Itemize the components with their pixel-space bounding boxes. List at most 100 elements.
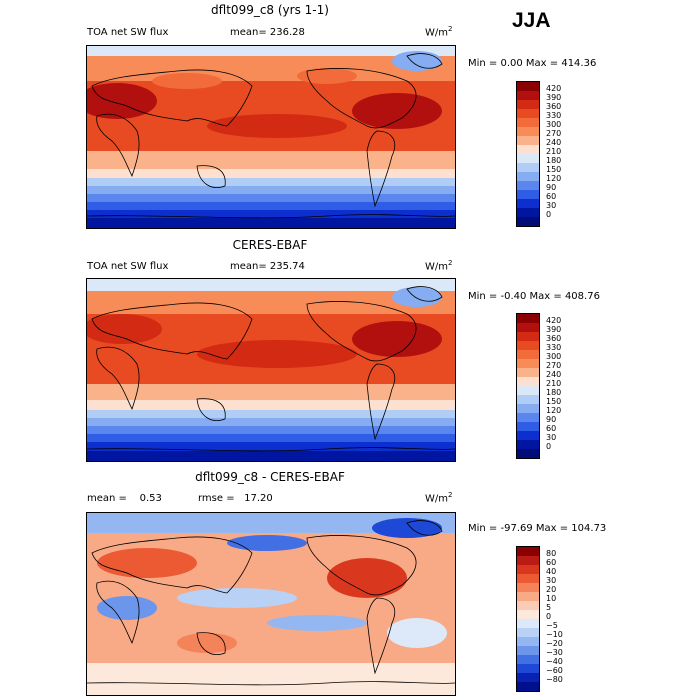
colorbar-swatch (517, 565, 539, 574)
panel2-colorbar-swatches (517, 314, 539, 458)
panel3-minmax: Min = -97.69 Max = 104.73 (468, 523, 607, 534)
colorbar-swatch (517, 314, 539, 323)
colorbar-tick-label: 0 (546, 442, 552, 451)
colorbar-swatch (517, 368, 539, 377)
colorbar-swatch (517, 163, 539, 172)
colorbar-tick-label: 360 (546, 334, 562, 343)
colorbar-swatch (517, 91, 539, 100)
colorbar-tick-label: 60 (546, 424, 557, 433)
colorbar-swatch (517, 172, 539, 181)
colorbar-tick-label: 390 (546, 93, 562, 102)
colorbar-swatch (517, 628, 539, 637)
colorbar-tick-label: 240 (546, 370, 562, 379)
colorbar-swatch (517, 664, 539, 673)
colorbar-swatch (517, 199, 539, 208)
panel3-units: W/m2 (425, 491, 453, 505)
colorbar-tick-label: 30 (546, 433, 557, 442)
colorbar-tick-label: 270 (546, 129, 562, 138)
panel3-map-plot (87, 513, 455, 695)
colorbar-swatch (517, 592, 539, 601)
colorbar-swatch (517, 449, 539, 458)
colorbar-swatch (517, 404, 539, 413)
colorbar-swatch (517, 127, 539, 136)
panel2-map (86, 278, 456, 462)
panel1-colorbar (516, 81, 540, 227)
panel2-mean: mean= 235.74 (230, 261, 305, 272)
colorbar-tick-label: 5 (546, 603, 552, 612)
colorbar-swatch (517, 100, 539, 109)
colorbar-swatch (517, 145, 539, 154)
colorbar-swatch (517, 431, 539, 440)
colorbar-tick-label: 10 (546, 594, 557, 603)
colorbar-swatch (517, 574, 539, 583)
colorbar-swatch (517, 601, 539, 610)
colorbar-tick-label: 150 (546, 165, 562, 174)
colorbar-tick-label: 150 (546, 397, 562, 406)
colorbar-tick-label: 420 (546, 316, 562, 325)
colorbar-swatch (517, 181, 539, 190)
panel2-colorbar-ticks: 420 390 360 330 300 270 240 210 180 150 120 90 60 30 0 (546, 313, 586, 457)
colorbar-tick-label: 80 (546, 549, 557, 558)
colorbar-tick-label: 20 (546, 585, 557, 594)
colorbar-swatch (517, 547, 539, 556)
colorbar-tick-label: 390 (546, 325, 562, 334)
panel2-colorbar (516, 313, 540, 459)
colorbar-swatch (517, 413, 539, 422)
colorbar-tick-label: 270 (546, 361, 562, 370)
colorbar-swatch (517, 323, 539, 332)
panel1-colorbar-swatches (517, 82, 539, 226)
colorbar-tick-label: −5 (546, 621, 558, 630)
colorbar-swatch (517, 610, 539, 619)
panel3-colorbar (516, 546, 540, 692)
colorbar-swatch (517, 109, 539, 118)
colorbar-swatch (517, 619, 539, 628)
colorbar-swatch (517, 217, 539, 226)
panel1-colorbar-ticks: 420 390 360 330 300 270 240 210 180 150 120 90 60 30 0 (546, 81, 586, 225)
colorbar-swatch (517, 556, 539, 565)
colorbar-tick-label: 240 (546, 138, 562, 147)
colorbar-tick-label: 180 (546, 156, 562, 165)
colorbar-swatch (517, 673, 539, 682)
colorbar-swatch (517, 341, 539, 350)
colorbar-swatch (517, 359, 539, 368)
colorbar-swatch (517, 386, 539, 395)
colorbar-tick-label: 0 (546, 612, 552, 621)
colorbar-tick-label: 30 (546, 201, 557, 210)
colorbar-tick-label: 30 (546, 576, 557, 585)
colorbar-tick-label: 180 (546, 388, 562, 397)
panel3-colorbar-swatches (517, 547, 539, 691)
colorbar-swatch (517, 136, 539, 145)
colorbar-tick-label: 60 (546, 558, 557, 567)
colorbar-swatch (517, 655, 539, 664)
colorbar-swatch (517, 82, 539, 91)
colorbar-swatch (517, 395, 539, 404)
panel3-mean: mean = 0.53 (87, 493, 162, 504)
panel2-units: W/m2 (425, 259, 453, 273)
panel3-rmse: rmse = 17.20 (198, 493, 273, 504)
colorbar-swatch (517, 190, 539, 199)
panel2-map-plot (87, 279, 455, 461)
panel1-variable-label: TOA net SW flux (87, 27, 169, 38)
colorbar-tick-label: 300 (546, 352, 562, 361)
panel1-units: W/m2 (425, 25, 453, 39)
season-label: JJA (512, 9, 551, 32)
colorbar-tick-label: −10 (546, 630, 563, 639)
colorbar-tick-label: −80 (546, 675, 563, 684)
panel2-minmax: Min = -0.40 Max = 408.76 (468, 291, 600, 302)
colorbar-tick-label: 300 (546, 120, 562, 129)
panel1-map (86, 45, 456, 229)
colorbar-tick-label: 60 (546, 192, 557, 201)
panel1-title: dflt099_c8 (yrs 1-1) (211, 3, 329, 17)
colorbar-tick-label: 0 (546, 210, 552, 219)
colorbar-swatch (517, 637, 539, 646)
colorbar-swatch (517, 682, 539, 691)
colorbar-swatch (517, 332, 539, 341)
panel3-colorbar-ticks: 80 60 40 30 20 10 5 0 −5 −10 −20 −30 −40 −60 −80 (546, 546, 586, 690)
colorbar-tick-label: −60 (546, 666, 563, 675)
colorbar-swatch (517, 646, 539, 655)
colorbar-swatch (517, 154, 539, 163)
colorbar-tick-label: 420 (546, 84, 562, 93)
colorbar-swatch (517, 208, 539, 217)
colorbar-swatch (517, 422, 539, 431)
colorbar-swatch (517, 118, 539, 127)
